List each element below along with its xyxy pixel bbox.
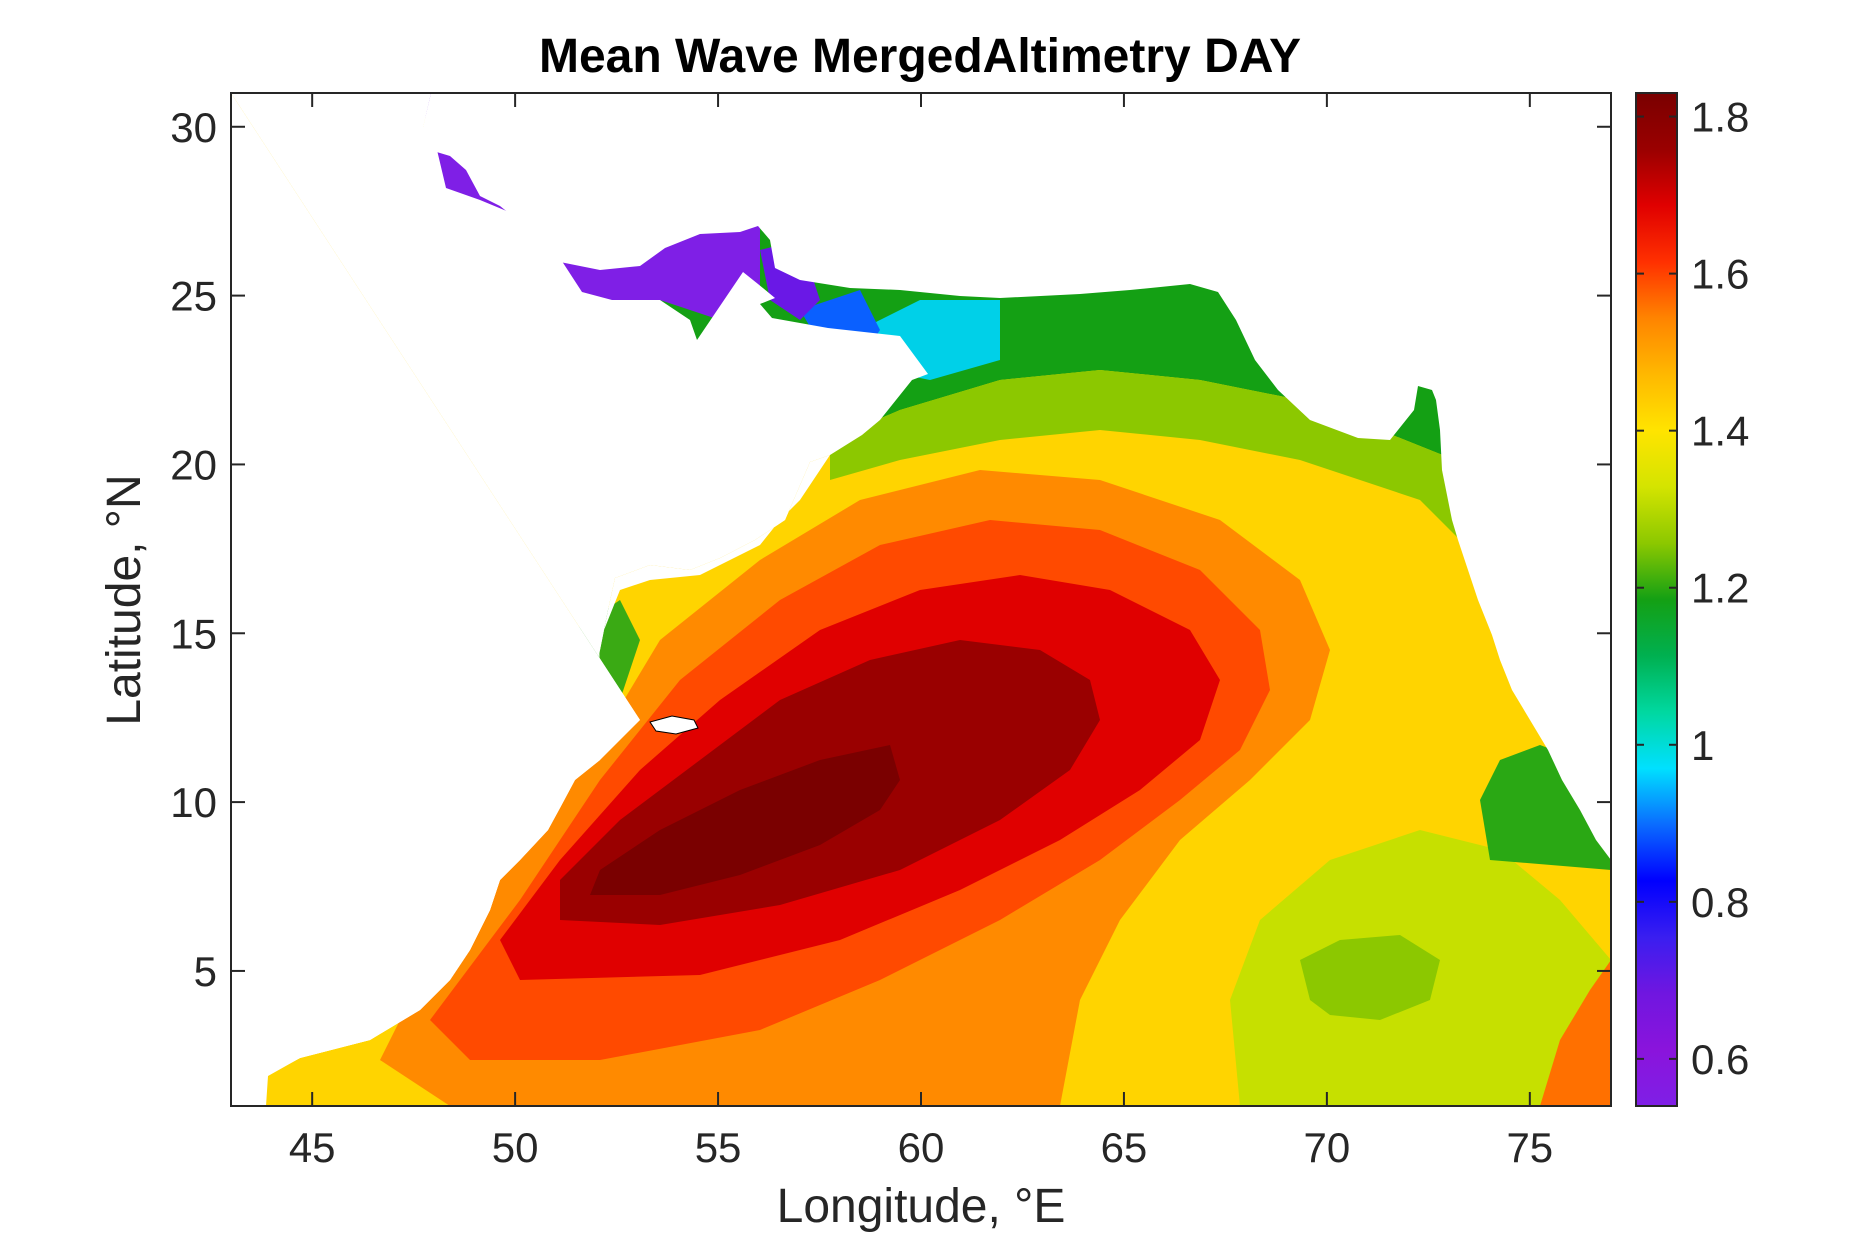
- colorbar-tick-label: 1.2: [1691, 565, 1749, 612]
- band-aden-blue: [390, 690, 440, 780]
- colorbar-tick-label: 0.8: [1691, 879, 1749, 926]
- colorbar-tick-label: 0.6: [1691, 1036, 1749, 1083]
- band-lime-north: [830, 370, 1611, 560]
- band-aden-purple: [330, 695, 390, 790]
- band-green-north: [640, 93, 1611, 470]
- colorbar-tick-label: 1.4: [1691, 408, 1749, 455]
- band-oman-blue: [800, 290, 880, 360]
- band-oman-violet: [760, 240, 820, 320]
- band-aden-green: [480, 600, 640, 760]
- y-tick-label: 20: [170, 441, 217, 488]
- band-green-southeast: [1300, 935, 1440, 1020]
- band-persian-gulf: [420, 93, 760, 330]
- colorbar-tick-label: 1: [1691, 722, 1714, 769]
- colorbar-gradient: [1635, 92, 1678, 1107]
- band-core: [590, 745, 900, 895]
- x-tick-label: 50: [492, 1124, 539, 1171]
- x-tick-label: 55: [695, 1124, 742, 1171]
- colorbar: 0.6 0.8 1 1.2 1.4 1.6 1.8: [1635, 92, 1749, 1107]
- x-tick-label: 75: [1506, 1124, 1553, 1171]
- x-tick-label: 70: [1304, 1124, 1351, 1171]
- band-aden-violet: [231, 660, 330, 800]
- contour-field: [231, 93, 1611, 1106]
- y-tick-label: 15: [170, 610, 217, 657]
- band-green-east: [1480, 745, 1611, 870]
- x-axis-ticks: 45 50 55 60 65 70 75: [289, 93, 1553, 1171]
- y-tick-label: 5: [194, 948, 217, 995]
- colorbar-tick-label: 1.8: [1691, 94, 1749, 141]
- band-oman-cyan: [860, 300, 1000, 380]
- colorbar-ticks: 0.6 0.8 1 1.2 1.4 1.6 1.8: [1636, 94, 1749, 1083]
- x-tick-label: 45: [289, 1124, 336, 1171]
- x-tick-label: 60: [898, 1124, 945, 1171]
- band-orange-southeast: [1540, 960, 1611, 1106]
- colorbar-tick-label: 1.6: [1691, 251, 1749, 298]
- y-tick-label: 10: [170, 779, 217, 826]
- y-tick-label: 25: [170, 273, 217, 320]
- x-tick-label: 65: [1101, 1124, 1148, 1171]
- y-axis-ticks: 5 10 15 20 25 30: [170, 104, 1611, 995]
- y-axis-label: Latitude, °N: [98, 474, 151, 725]
- chart-title: Mean Wave MergedAltimetry DAY: [539, 30, 1301, 83]
- socotra-island: [649, 715, 699, 735]
- x-axis-label: Longitude, °E: [777, 1180, 1066, 1233]
- y-tick-label: 30: [170, 104, 217, 151]
- band-aden-cyan: [440, 690, 480, 770]
